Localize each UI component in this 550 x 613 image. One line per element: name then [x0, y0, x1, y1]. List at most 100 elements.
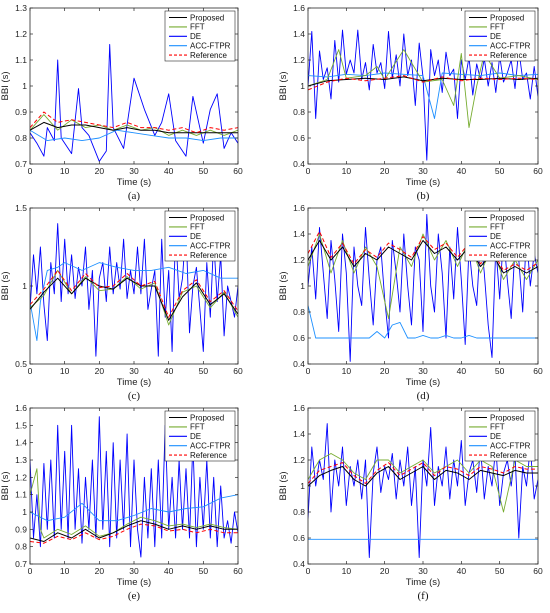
y-tick-label: 1.6 — [293, 3, 305, 13]
y-tick-label: 1.2 — [15, 472, 27, 482]
legend-label: Reference — [190, 451, 227, 460]
x-tick-label: 40 — [164, 566, 174, 576]
x-tick-label: 50 — [495, 166, 505, 176]
x-tick-label: 30 — [129, 566, 139, 576]
y-axis-label: BBI (s) — [278, 271, 289, 300]
y-tick-label: 1.5 — [15, 420, 27, 430]
y-tick-label: 1.2 — [293, 255, 305, 265]
legend-label: Proposed — [190, 213, 224, 222]
series-line-proposed — [30, 277, 238, 321]
series-group — [30, 223, 238, 357]
legend-label: ACC-FTPR — [490, 442, 531, 451]
legend-label: FFT — [190, 223, 205, 232]
y-tick-label: 0.8 — [293, 507, 305, 517]
x-tick-label: 60 — [233, 566, 243, 576]
legend-label: Reference — [190, 251, 227, 260]
series-line-proposed — [30, 121, 238, 134]
series-line-reference — [308, 75, 538, 91]
subplot-caption: (e) — [128, 590, 141, 602]
y-tick-label: 1 — [300, 481, 305, 491]
series-line-de — [30, 416, 238, 558]
x-axis-label: Time (s) — [117, 177, 151, 188]
legend-label: FFT — [190, 423, 205, 432]
x-tick-label: 10 — [342, 566, 352, 576]
x-tick-label: 40 — [164, 366, 174, 376]
x-tick-label: 20 — [95, 566, 105, 576]
series-line-reference — [30, 523, 238, 544]
legend-label: DE — [490, 232, 501, 241]
series-line-reference — [30, 111, 238, 134]
x-tick-label: 20 — [95, 366, 105, 376]
y-tick-label: 1.6 — [15, 403, 27, 413]
y-tick-label: 0.8 — [293, 307, 305, 317]
x-tick-label: 10 — [60, 566, 70, 576]
x-tick-label: 20 — [95, 166, 105, 176]
subplot-caption: (a) — [128, 190, 141, 202]
y-tick-label: 1.4 — [293, 29, 305, 39]
series-line-de — [308, 214, 538, 362]
legend-label: Proposed — [490, 13, 524, 22]
x-axis-label: Time (s) — [406, 577, 440, 588]
legend-label: Reference — [490, 51, 527, 60]
x-tick-label: 60 — [533, 166, 543, 176]
legend-label: FFT — [490, 223, 505, 232]
series-line-fft — [308, 453, 538, 513]
series-group — [30, 43, 238, 162]
y-tick-label: 1.3 — [15, 455, 27, 465]
y-axis-label: BBI (s) — [0, 471, 11, 500]
y-tick-label: 1.6 — [293, 403, 305, 413]
x-tick-label: 50 — [199, 366, 209, 376]
y-tick-label: 0.7 — [15, 559, 27, 569]
series-line-proposed — [308, 76, 538, 87]
x-tick-label: 10 — [342, 366, 352, 376]
series-line-acc-ftpr — [30, 494, 238, 522]
legend-label: Reference — [490, 451, 527, 460]
y-tick-label: 0.9 — [15, 524, 27, 534]
y-axis-label: BBI (s) — [278, 71, 289, 100]
series-line-proposed — [30, 520, 238, 542]
y-tick-label: 1.1 — [15, 490, 27, 500]
x-tick-label: 30 — [129, 166, 139, 176]
legend-label: DE — [190, 32, 201, 41]
x-tick-label: 0 — [28, 166, 33, 176]
x-tick-label: 0 — [28, 366, 33, 376]
y-tick-label: 0.6 — [293, 333, 305, 343]
legend-label: FFT — [490, 23, 505, 32]
x-tick-label: 30 — [418, 566, 428, 576]
y-tick-label: 0.8 — [15, 133, 27, 143]
y-tick-label: 0.6 — [293, 133, 305, 143]
x-axis-label: Time (s) — [406, 177, 440, 188]
y-tick-label: 0.8 — [15, 542, 27, 552]
x-axis-label: Time (s) — [406, 377, 440, 388]
legend-label: ACC-FTPR — [490, 242, 531, 251]
y-tick-label: 1 — [22, 281, 27, 291]
series-line-reference — [308, 230, 538, 271]
x-tick-label: 0 — [28, 566, 33, 576]
y-tick-label: 1.3 — [15, 3, 27, 13]
x-tick-label: 0 — [306, 566, 311, 576]
legend-label: DE — [490, 432, 501, 441]
y-axis-label: BBI (s) — [0, 271, 11, 300]
x-tick-label: 40 — [457, 166, 467, 176]
series-line-acc-ftpr — [308, 305, 538, 339]
x-tick-label: 60 — [533, 566, 543, 576]
legend-label: DE — [190, 432, 201, 441]
y-axis-label: BBI (s) — [0, 71, 11, 100]
x-tick-label: 50 — [495, 566, 505, 576]
series-line-proposed — [308, 466, 538, 487]
y-tick-label: 1 — [22, 507, 27, 517]
subplot-caption: (d) — [417, 390, 430, 402]
series-group — [308, 214, 538, 362]
subplot-b: 0 10 20 30 40 50 60 0.4 0.6 0.8 1 1.2 1.4 1.6 Time (s)… — [278, 3, 543, 202]
subplot-caption: (b) — [417, 190, 430, 202]
x-tick-label: 30 — [418, 166, 428, 176]
subplot-e: 0 10 20 30 40 50 60 0.7 0.8 0.9 1 1.1 1.2 1.3 1.4 1.5 1.… — [0, 403, 243, 602]
y-tick-label: 0.7 — [15, 159, 27, 169]
y-tick-label: 1.4 — [15, 438, 27, 448]
series-line-acc-ftpr — [30, 262, 238, 342]
y-tick-label: 1.6 — [293, 203, 305, 213]
y-tick-label: 1.4 — [293, 429, 305, 439]
